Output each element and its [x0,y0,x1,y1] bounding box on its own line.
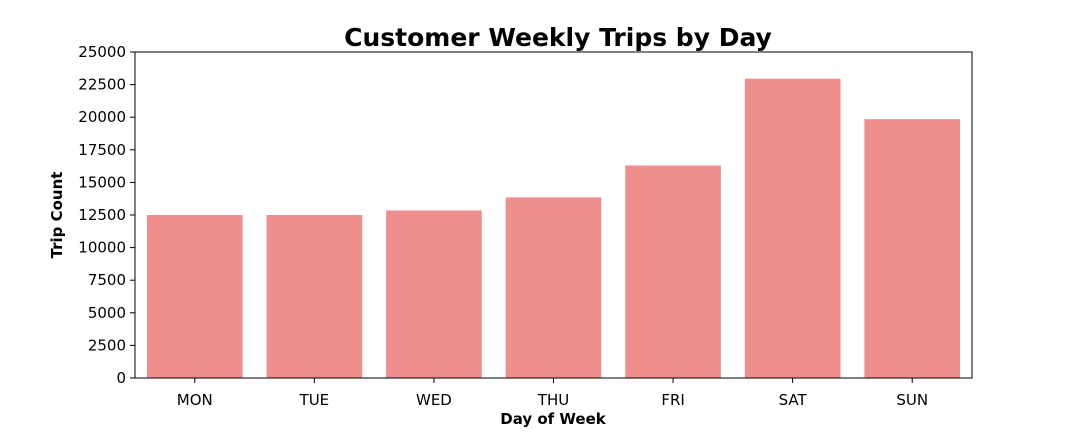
bar-tue [266,215,363,378]
y-tick-label: 12500 [78,206,126,224]
bar-thu [505,197,602,378]
x-tick-label-mon: MON [177,391,213,409]
y-tick-label: 10000 [78,239,126,257]
y-tick-label: 25000 [78,43,126,61]
y-ticks-group: 0 2500 5000 7500 10000 12500 15000 17500 20000 22… [78,43,135,387]
y-tick-label: 22500 [78,76,126,94]
bar-sat [744,78,841,379]
x-tick-label-wed: WED [416,391,452,409]
x-tick-label-thu: THU [537,391,569,409]
bar-mon [146,215,243,378]
bar-fri [625,165,721,378]
x-tick-label-tue: TUE [299,391,330,409]
y-tick-label: 17500 [78,141,126,159]
x-axis-label: Day of Week [500,410,607,428]
y-tick-label: 15000 [78,173,126,191]
x-tick-label-fri: FRI [661,391,684,409]
x-tick-label-sun: SUN [896,391,928,409]
x-ticks-group: MON TUE WED THU FRI SAT SUN [177,378,928,409]
y-tick-label: 5000 [88,304,126,322]
y-axis-label: Trip Count [48,172,66,259]
chart-title: Customer Weekly Trips by Day [344,23,772,52]
y-tick-label: 2500 [88,336,126,354]
y-tick-label: 0 [116,369,126,387]
y-tick-label: 7500 [88,271,126,289]
bar-wed [386,210,482,378]
bars-group [146,78,961,379]
y-tick-label: 20000 [78,108,126,126]
bar-sun [864,119,961,378]
plot-frame [134,51,973,379]
x-tick-label-sat: SAT [779,391,808,409]
